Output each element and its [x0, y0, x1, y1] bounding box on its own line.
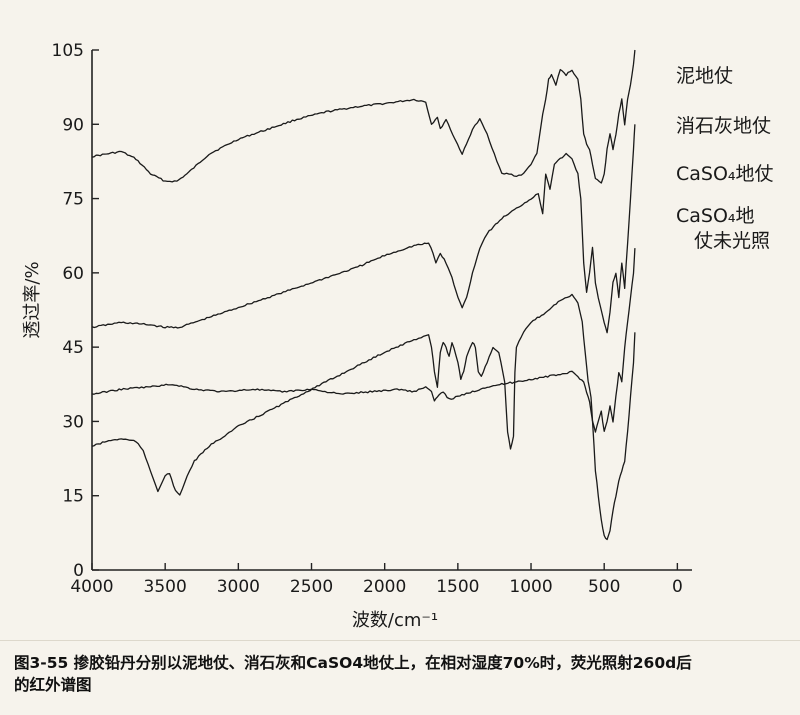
series-line-1 [91, 124, 636, 334]
x-tick-label: 2500 [290, 577, 333, 597]
x-tick-label: 1000 [509, 577, 552, 597]
legend-label: 消石灰地仗 [676, 115, 771, 137]
legend-label: 泥地仗 [676, 65, 733, 87]
y-tick-label: 105 [52, 41, 84, 61]
y-tick-label: 60 [62, 264, 84, 284]
x-axis-title: 波数/cm⁻¹ [352, 610, 438, 631]
x-tick-label: 2000 [363, 577, 406, 597]
y-axis-ticks: 0 15 30 45 60 75 90 105 [52, 41, 99, 581]
ir-spectrum-chart: 0 15 30 45 60 75 90 105 4000 3500 3000 2500 2000 150… [22, 41, 774, 631]
series-line-3 [91, 293, 636, 541]
x-tick-label: 3000 [217, 577, 260, 597]
legend-label: CaSO₄地 [676, 205, 755, 227]
y-tick-label: 30 [62, 412, 84, 432]
spectrum-series-group [91, 49, 636, 541]
y-axis-title: 透过率/% [22, 261, 43, 338]
legend-label-cont: 仗未光照 [694, 230, 770, 252]
y-tick-label: 0 [73, 561, 84, 581]
x-tick-label: 1500 [436, 577, 479, 597]
plot-axes [91, 50, 692, 571]
x-tick-label: 500 [588, 577, 620, 597]
series-line-2 [91, 248, 636, 433]
y-tick-label: 75 [62, 190, 84, 210]
caption-line-1: 图3-55 掺胶铅丹分别以泥地仗、消石灰和CaSO4地仗上，在相对湿度70%时，… [14, 654, 692, 672]
figure-caption: 图3-55 掺胶铅丹分别以泥地仗、消石灰和CaSO4地仗上，在相对湿度70%时，… [14, 652, 789, 696]
x-tick-label: 0 [672, 577, 683, 597]
y-tick-label: 15 [62, 487, 84, 507]
legend-label: CaSO₄地仗 [676, 163, 774, 185]
x-tick-label: 4000 [70, 577, 113, 597]
x-axis-ticks: 4000 3500 3000 2500 2000 1500 1000 500 0 [70, 563, 683, 597]
y-tick-label: 45 [62, 338, 84, 358]
series-line-0 [91, 49, 636, 184]
caption-line-2: 的红外谱图 [14, 676, 92, 694]
caption-separator [0, 640, 800, 641]
x-tick-label: 3500 [144, 577, 187, 597]
y-tick-label: 90 [62, 115, 84, 135]
